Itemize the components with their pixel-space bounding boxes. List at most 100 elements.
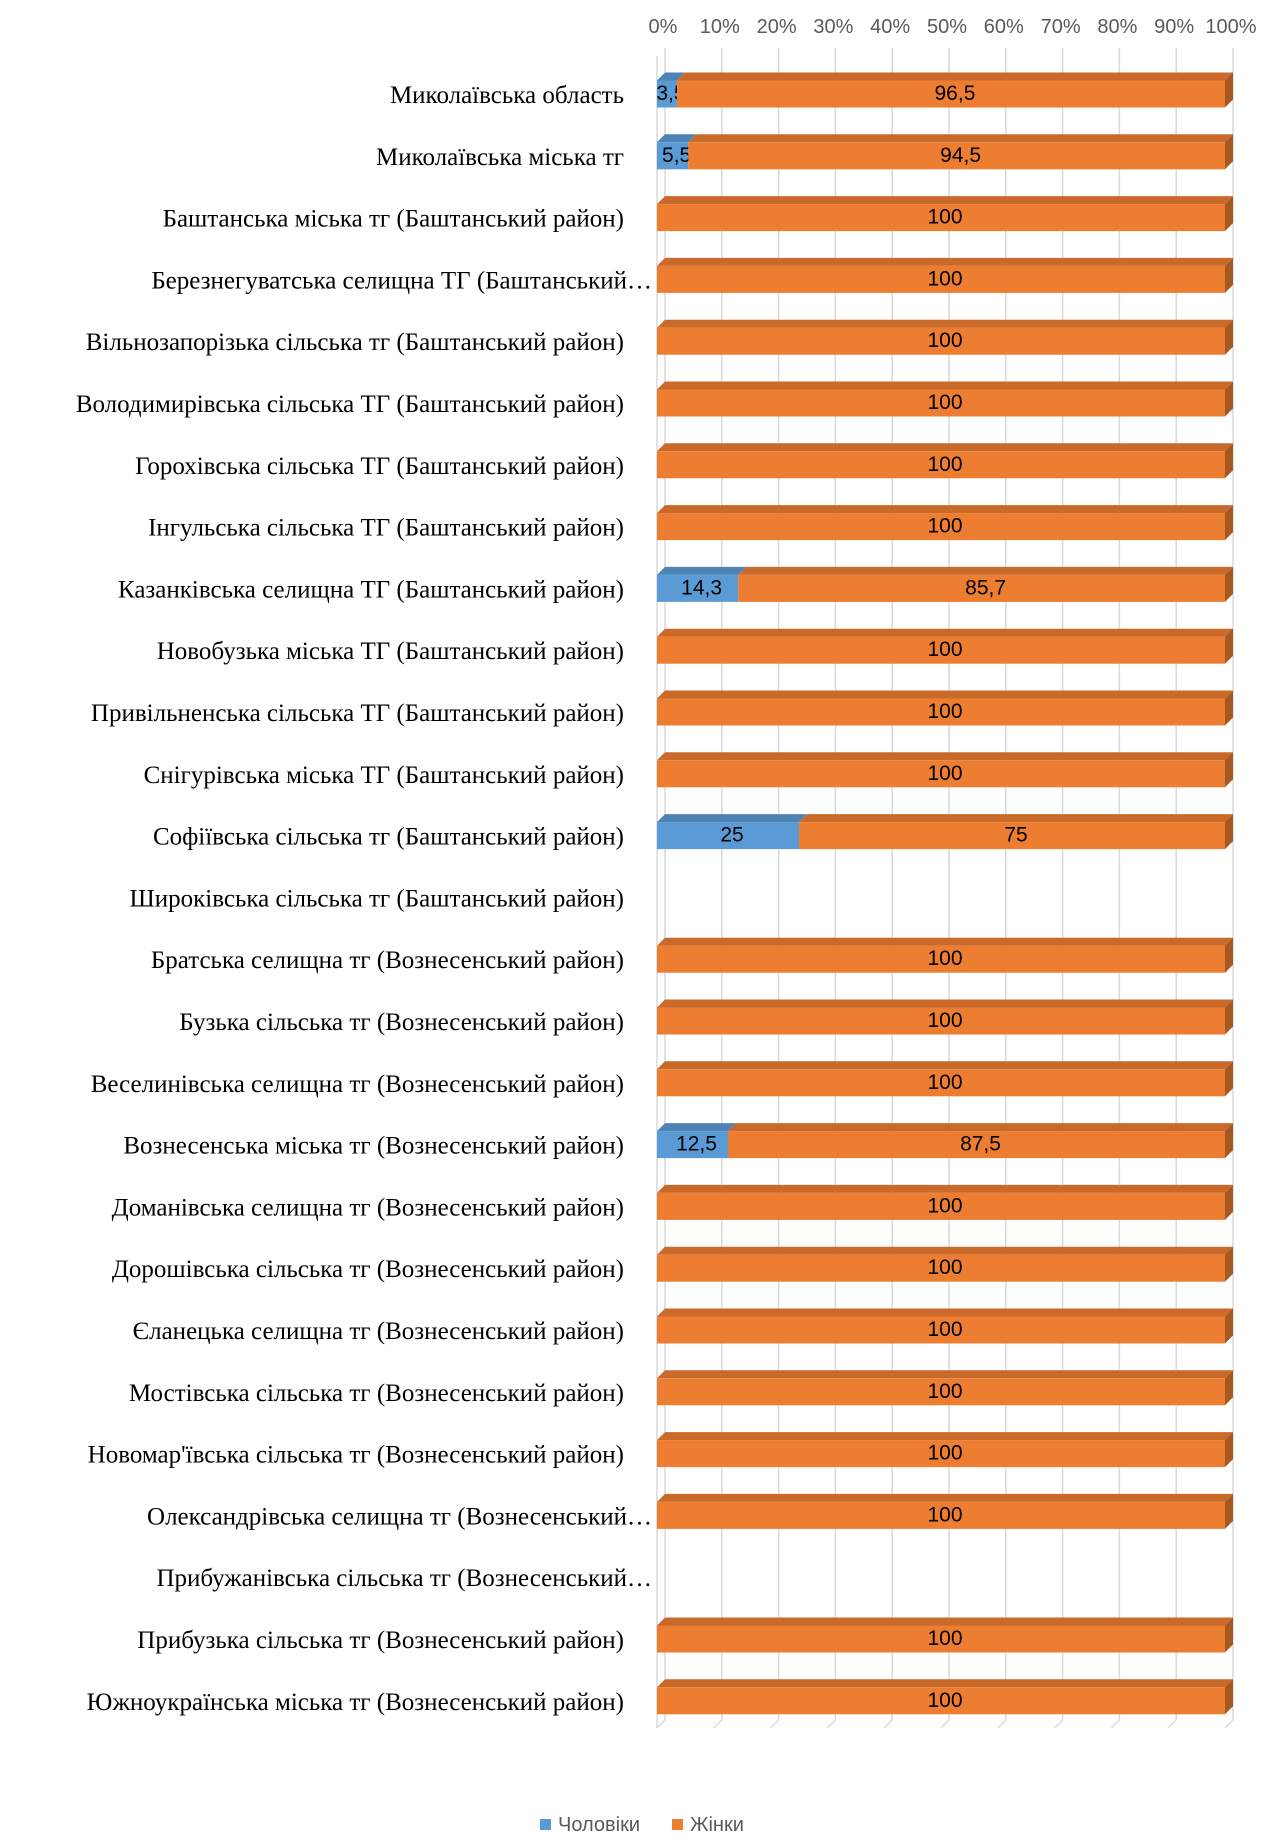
legend-label-men: Чоловіки (558, 1814, 640, 1836)
bar-women (657, 1378, 1225, 1406)
category-label: Прибужанівська сільська тг (Вознесенськи… (156, 1565, 652, 1592)
bar-side (1225, 814, 1233, 850)
bar-top (676, 72, 1233, 81)
data-label: 100 (927, 700, 962, 723)
bar-side (1225, 752, 1233, 788)
bar-top (657, 196, 1233, 205)
category-label: Доманівська селищна тг (Вознесенський ра… (112, 1194, 624, 1221)
gridline-floor (1054, 1719, 1064, 1729)
data-label: 100 (927, 206, 962, 229)
bar-women (738, 574, 1225, 602)
x-tick-label: 100% (1205, 16, 1256, 38)
bar-women (657, 636, 1225, 664)
data-label: 100 (927, 1380, 962, 1403)
bar-women (657, 1316, 1225, 1344)
bar-top (657, 72, 685, 81)
category-label: Вознесенська міська тг (Вознесенський ра… (123, 1133, 624, 1160)
bar-top (738, 566, 1233, 575)
data-label: 100 (927, 1627, 962, 1650)
bar-side (1225, 1123, 1233, 1159)
data-label: 100 (927, 1318, 962, 1341)
bar-men (657, 574, 739, 602)
category-labels: Миколаївська область Миколаївська міська … (76, 82, 652, 1716)
bar-side (1225, 443, 1233, 479)
bar-women (676, 80, 1225, 108)
x-tick-label: 70% (1041, 16, 1081, 38)
x-tick-label: 40% (870, 16, 910, 38)
category-label: Олександрівська селищна тг (Вознесенськи… (147, 1503, 652, 1530)
category-label: Прибузька сільська тг (Вознесенський рай… (137, 1627, 624, 1654)
x-tick-label: 50% (927, 16, 967, 38)
bar-top (657, 381, 1233, 390)
legend: Чоловіки Жінки (540, 1814, 744, 1836)
bar-side (1225, 505, 1233, 541)
bar-women (688, 142, 1225, 170)
bar-women (657, 204, 1225, 232)
bar-side (1225, 257, 1233, 293)
data-label: 100 (927, 267, 962, 290)
bar-top (657, 628, 1233, 637)
bar-side (1225, 937, 1233, 973)
category-label: Новобузька міська ТГ (Баштанський район) (157, 638, 624, 665)
bar-side (1225, 1184, 1233, 1220)
category-label: Мостівська сільська тг (Вознесенський ра… (129, 1380, 624, 1407)
data-label: 100 (927, 1689, 962, 1712)
bar-side (1225, 196, 1233, 232)
bar-side (1225, 999, 1233, 1035)
bar-top (657, 1617, 1233, 1626)
bar-side (1225, 566, 1233, 602)
bar-side (1225, 319, 1233, 355)
category-label: Вільнозапорізька сільська тг (Баштанськи… (86, 329, 624, 356)
bar-top (657, 1679, 1233, 1688)
x-tick-label: 20% (757, 16, 797, 38)
bar-side (1225, 1370, 1233, 1406)
bar-women (657, 1069, 1225, 1097)
data-label: 96,5 (935, 82, 976, 105)
bar-side (1225, 1246, 1233, 1282)
category-label: Горохівська сільська ТГ (Баштанський рай… (135, 453, 624, 480)
x-tick-label: 0% (649, 16, 678, 38)
data-label: 100 (927, 329, 962, 352)
bar-top (728, 1123, 1233, 1132)
bar-top (657, 690, 1233, 699)
category-label: Березнегуватська селищна ТГ (Баштанський… (151, 267, 652, 294)
category-label: Привільненська сільська ТГ (Баштанський … (91, 700, 624, 727)
category-label: Веселинівська селищна тг (Вознесенський … (91, 1071, 624, 1098)
category-label: Южноукраїнська міська тг (Вознесенський … (87, 1689, 624, 1716)
data-label: 100 (927, 453, 962, 476)
data-label: 100 (927, 1071, 962, 1094)
category-label: Казанківська селищна ТГ (Баштанський рай… (118, 576, 624, 603)
bar-top (657, 752, 1233, 761)
legend-label-women: Жінки (690, 1814, 744, 1836)
data-label: 100 (927, 1194, 962, 1217)
data-label: 100 (927, 638, 962, 661)
data-label: 85,7 (965, 576, 1006, 599)
bar-top (657, 999, 1233, 1008)
bar-side (1225, 628, 1233, 664)
gridlines (656, 48, 1234, 1729)
bar-women (657, 1625, 1225, 1653)
data-label: 75 (1004, 824, 1027, 847)
bar-women (657, 698, 1225, 726)
bar-top (657, 505, 1233, 514)
bar-top (688, 134, 1233, 143)
gridline-floor (1224, 1719, 1234, 1729)
bar-side (1225, 381, 1233, 417)
x-tick-label: 60% (984, 16, 1024, 38)
bar-side (1225, 1493, 1233, 1529)
category-label: Бузька сільська тг (Вознесенський район) (179, 1009, 624, 1036)
bar-top (657, 443, 1233, 452)
bar-top (657, 1432, 1233, 1441)
data-label: 87,5 (960, 1133, 1001, 1156)
bar-top (657, 566, 747, 575)
bar-side (1225, 1432, 1233, 1468)
bar-women (657, 945, 1225, 973)
gridline-floor (883, 1719, 893, 1729)
legend-swatch-women (672, 1819, 683, 1830)
bar-women (657, 265, 1225, 293)
category-label: Єланецька селищна тг (Вознесенський райо… (133, 1318, 624, 1345)
bar-top (657, 1370, 1233, 1379)
bar-men (657, 80, 677, 108)
x-tick-label: 10% (700, 16, 740, 38)
